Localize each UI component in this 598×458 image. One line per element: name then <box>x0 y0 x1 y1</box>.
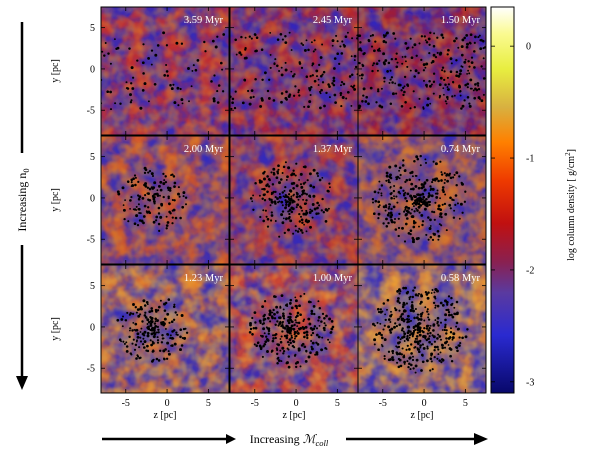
panel-r2-c3: 0.74 Myr <box>357 135 487 265</box>
star-particles <box>372 286 469 374</box>
colorbar-label: log column density [ g/cm2] <box>564 149 577 261</box>
colorbar-ticks: 0 -1 -2 -3 <box>491 42 534 388</box>
x-tick-label: 0 <box>294 398 299 409</box>
panel-r1-c3: 1.50 Myr <box>357 6 487 136</box>
x-tick-label: 0 <box>422 398 427 409</box>
x-tick-label: 0 <box>165 398 170 409</box>
colorbar-tick-label: -1 <box>526 154 534 165</box>
colorbar-tick-label: 0 <box>526 42 531 53</box>
x-tick-label: -5 <box>379 398 387 409</box>
y-tick-label: 5 <box>90 281 95 292</box>
y-tick-label: 0 <box>90 193 95 204</box>
colorbar-gradient <box>490 6 515 394</box>
increasing-n0-label: Increasing n0 <box>15 168 31 231</box>
star-particles <box>358 31 486 110</box>
colorbar: 0 -1 -2 -3 log column density [ g/cm2] <box>490 6 577 394</box>
colorbar-tick-label: -3 <box>526 377 534 388</box>
panel-grid: 3.59 Myr 2.45 Myr 1.50 Myr 2.00 Myr 1.37 Myr… <box>100 6 487 394</box>
axes: -5 0 5 y [pc] -5 0 5 y [pc] -5 0 5 y [pc] -5 0 5 z [pc]… <box>50 23 468 421</box>
colorbar-tick-label: -2 <box>526 265 534 276</box>
y-axis-label: y [pc] <box>50 317 61 341</box>
star-particles <box>116 166 188 233</box>
panel-time-label: 1.23 Myr <box>184 273 224 284</box>
x-tick-label: 5 <box>335 398 340 409</box>
star-particles <box>230 31 358 110</box>
x-tick-label: -5 <box>122 398 130 409</box>
y-tick-label: 0 <box>90 64 95 75</box>
y-tick-label: -5 <box>87 106 95 117</box>
star-particles <box>249 161 331 238</box>
y-axis-label: y [pc] <box>50 59 61 83</box>
y-tick-label: 5 <box>90 152 95 163</box>
y-tick-label: -5 <box>87 364 95 375</box>
y-axis-label: y [pc] <box>50 188 61 212</box>
panel-r2-c2: 1.37 Myr <box>229 135 359 265</box>
x-axis-label: z [pc] <box>153 410 176 421</box>
star-particles <box>101 31 226 111</box>
star-particles <box>116 298 189 363</box>
panel-time-label: 3.59 Myr <box>184 15 224 26</box>
panel-time-label: 0.58 Myr <box>441 273 481 284</box>
panel-r2-c1: 2.00 Myr <box>100 135 230 265</box>
increasing-mcoll-label: Increasing ℳcoll <box>250 432 329 448</box>
x-tick-label: 5 <box>206 398 211 409</box>
increasing-mcoll-arrow: Increasing ℳcoll <box>102 432 488 448</box>
panel-time-label: 2.45 Myr <box>313 15 353 26</box>
y-tick-label: 5 <box>90 23 95 34</box>
panel-time-label: 1.50 Myr <box>441 15 481 26</box>
panel-time-label: 0.74 Myr <box>441 144 481 155</box>
panel-time-label: 1.00 Myr <box>313 273 353 284</box>
x-axis-label: z [pc] <box>410 410 433 421</box>
panel-r3-c1: 1.23 Myr <box>100 264 230 394</box>
panel-time-label: 1.37 Myr <box>313 144 353 155</box>
x-tick-label: 5 <box>463 398 468 409</box>
star-particles <box>248 292 335 369</box>
panel-r1-c1: 3.59 Myr <box>100 6 230 136</box>
panel-r3-c3: 0.58 Myr <box>357 264 487 394</box>
panel-r3-c2: 1.00 Myr <box>229 264 359 394</box>
x-tick-label: -5 <box>251 398 259 409</box>
increasing-n0-arrow: Increasing n0 <box>15 22 31 390</box>
y-tick-label: -5 <box>87 235 95 246</box>
star-particles <box>371 154 467 244</box>
y-tick-label: 0 <box>90 322 95 333</box>
x-axis-label: z [pc] <box>282 410 305 421</box>
panel-r1-c2: 2.45 Myr <box>229 6 359 136</box>
panel-time-label: 2.00 Myr <box>184 144 224 155</box>
